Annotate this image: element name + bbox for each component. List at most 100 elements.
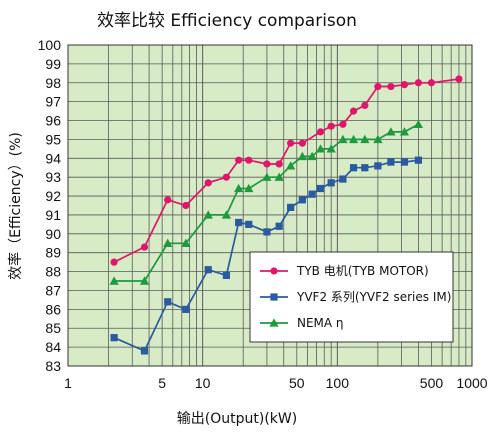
data-point — [221, 210, 231, 219]
data-point — [287, 203, 295, 211]
legend-label: NEMA η — [297, 316, 344, 330]
data-point — [182, 305, 190, 313]
data-point — [140, 347, 149, 355]
legend-label: YVF2 系列(YVF2 series IM) — [296, 290, 451, 304]
legend-label: TYB 电机(TYB MOTOR) — [296, 264, 429, 278]
data-point — [360, 134, 370, 144]
series-circle — [110, 75, 463, 266]
y-tick-label: 93 — [45, 169, 61, 185]
data-point — [316, 128, 325, 136]
y-tick-label: 89 — [45, 245, 61, 261]
data-point — [140, 243, 149, 251]
data-point — [245, 220, 253, 228]
data-point — [400, 158, 409, 166]
data-point — [338, 134, 348, 144]
x-tick-label: 100 — [326, 375, 350, 391]
data-point — [307, 151, 317, 161]
data-point — [204, 266, 212, 274]
data-point — [326, 144, 336, 153]
data-point — [315, 144, 326, 153]
data-point — [109, 276, 119, 285]
data-point — [387, 82, 395, 91]
data-point — [235, 156, 243, 164]
data-point — [287, 139, 295, 147]
legend: TYB 电机(TYB MOTOR) YVF2 系列(YVF2 series IM)… — [249, 251, 454, 343]
data-point — [204, 179, 212, 187]
data-point — [286, 161, 296, 170]
data-point — [414, 156, 423, 164]
data-point — [374, 162, 382, 170]
y-tick-label: 94 — [45, 150, 61, 166]
y-axis-label: 效率（Efficiency）(%) — [7, 132, 24, 280]
data-point — [455, 75, 463, 83]
y-axis-ticks: 83 84 85 86 87 88 89 90 91 92 93 94 95 96 97 98 99 100 — [38, 37, 62, 374]
data-point — [427, 79, 436, 87]
chart-title: 效率比较 Efficiency comparison — [97, 11, 357, 31]
data-point — [235, 218, 243, 227]
data-point — [263, 228, 271, 236]
y-tick-label: 90 — [45, 226, 61, 242]
x-tick-label: 1000 — [456, 375, 487, 391]
series-square — [110, 156, 423, 355]
data-point — [274, 172, 284, 181]
x-tick-label: 50 — [289, 375, 305, 391]
data-point — [110, 258, 118, 266]
legend-marker — [270, 293, 278, 301]
y-tick-label: 88 — [45, 264, 61, 280]
x-axis-label: 输出(Output)(kW) — [177, 411, 297, 427]
data-point — [182, 201, 190, 210]
data-point — [275, 160, 283, 168]
data-point — [263, 160, 271, 168]
data-point — [222, 271, 230, 279]
data-point — [386, 127, 396, 136]
data-point — [308, 190, 316, 198]
y-tick-label: 99 — [45, 56, 61, 72]
data-point — [298, 139, 306, 147]
data-point — [339, 120, 347, 128]
y-tick-label: 96 — [45, 113, 61, 129]
data-point — [361, 164, 369, 172]
legend-marker — [270, 267, 278, 275]
plot-border — [67, 44, 473, 367]
y-tick-label: 98 — [45, 75, 61, 91]
y-tick-label: 83 — [45, 358, 61, 374]
data-point — [262, 172, 272, 181]
y-tick-label: 100 — [38, 37, 62, 53]
data-point — [234, 183, 244, 193]
y-tick-label: 92 — [45, 188, 61, 204]
data-point — [327, 179, 335, 187]
legend-marker — [269, 318, 279, 327]
x-tick-label: 10 — [195, 375, 211, 391]
data-point — [399, 127, 410, 136]
y-tick-label: 86 — [45, 301, 61, 317]
data-point — [275, 222, 283, 230]
y-tick-label: 84 — [45, 339, 61, 355]
data-point — [203, 210, 213, 219]
x-tick-label: 5 — [158, 375, 166, 391]
data-point — [164, 298, 172, 306]
data-point — [349, 164, 358, 172]
data-point — [163, 238, 173, 247]
series-line — [114, 123, 419, 282]
x-tick-label: 1 — [64, 375, 72, 391]
data-point — [373, 134, 383, 144]
data-point — [222, 173, 230, 181]
y-tick-label: 97 — [45, 94, 61, 110]
data-point — [244, 183, 254, 193]
data-point — [110, 334, 118, 342]
data-point — [348, 134, 359, 144]
data-point — [297, 151, 307, 161]
data-point — [339, 175, 347, 183]
data-point — [164, 196, 172, 204]
x-tick-label: 500 — [420, 375, 444, 391]
series-triangle — [109, 119, 424, 285]
data-point — [298, 196, 306, 204]
data-point — [400, 81, 409, 89]
x-axis-ticks: 1 5 10 50 100 500 1000 — [64, 375, 488, 391]
data-point — [387, 158, 395, 166]
series-layer — [109, 75, 463, 355]
data-point — [349, 107, 358, 115]
data-point — [245, 156, 253, 164]
y-tick-label: 91 — [45, 207, 61, 223]
